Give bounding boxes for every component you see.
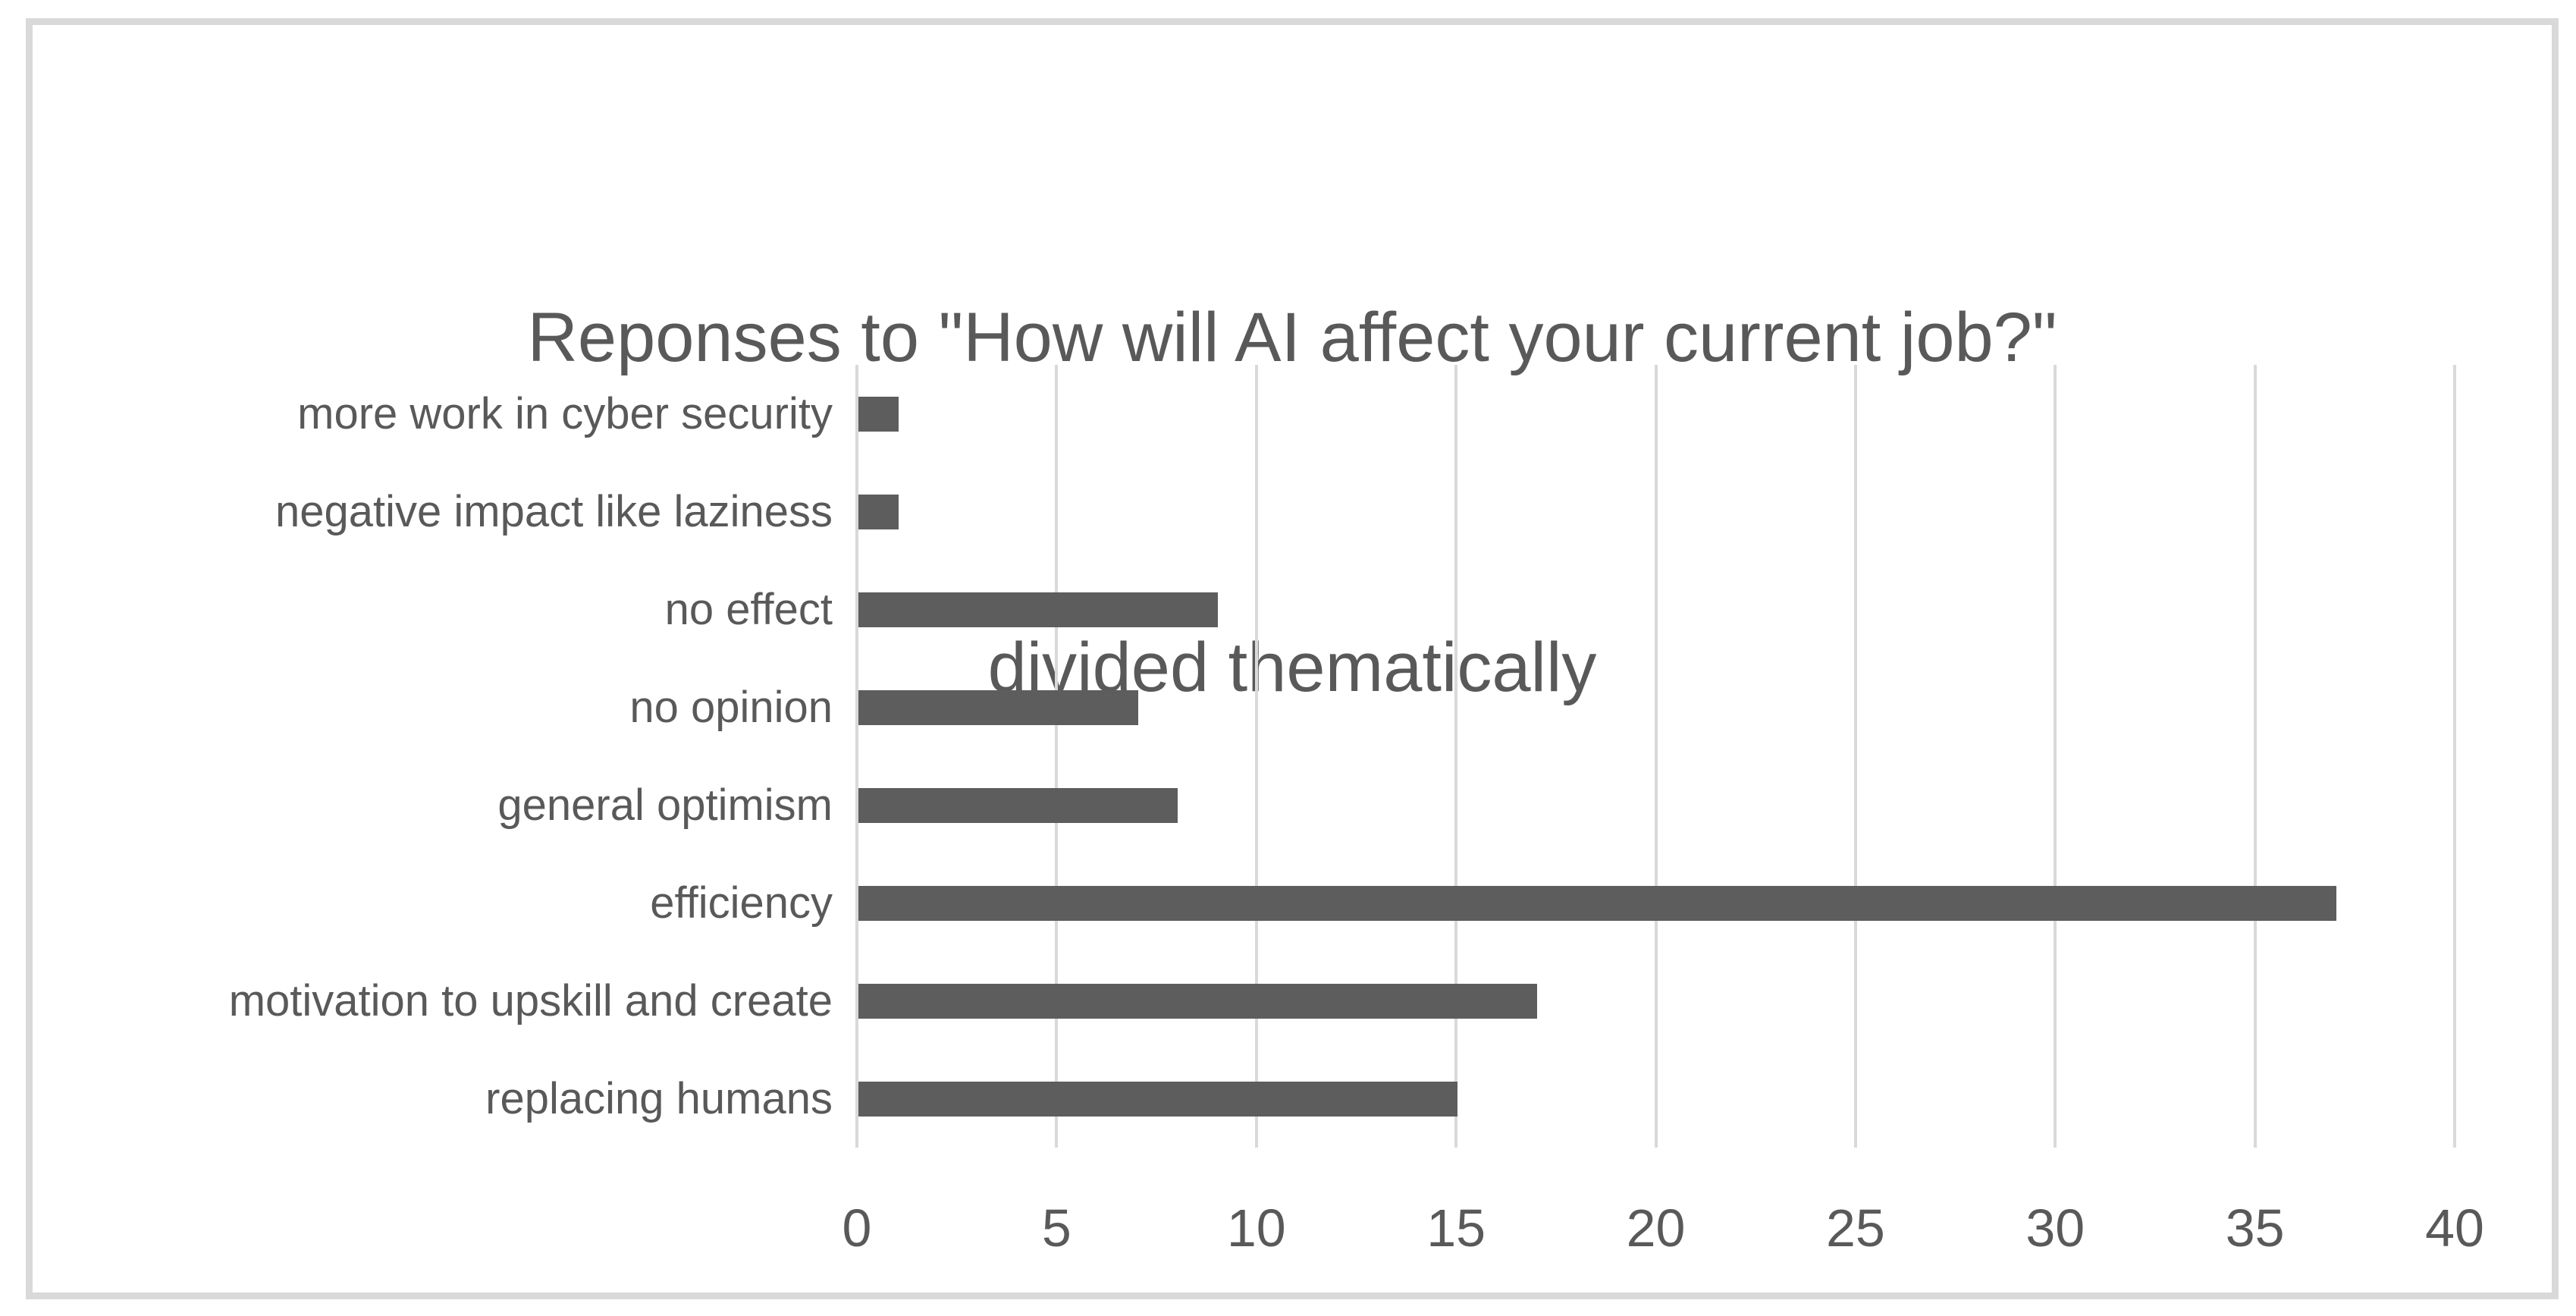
category-label: no opinion <box>629 683 833 732</box>
chart-title-line1: Reponses to "How will AI affect your cur… <box>527 299 2057 376</box>
chart-frame: Reponses to "How will AI affect your cur… <box>26 18 2559 1299</box>
bar-motivation-to-upskill-and-create <box>858 983 1538 1019</box>
category-axis: more work in cyber security negative impa… <box>33 365 833 1148</box>
bar-no-opinion <box>858 689 1138 725</box>
gridline <box>1654 365 1658 1148</box>
x-tick-label: 15 <box>1426 1198 1486 1258</box>
category-label: replacing humans <box>485 1074 833 1123</box>
category-label: general optimism <box>497 780 833 830</box>
gridline <box>2253 365 2257 1148</box>
gridline <box>2054 365 2057 1148</box>
gridline <box>1853 365 1857 1148</box>
x-tick-label: 25 <box>1825 1198 1885 1258</box>
x-tick-label: 30 <box>2025 1198 2085 1258</box>
gridline <box>2453 365 2456 1148</box>
category-label: motivation to upskill and create <box>228 976 833 1025</box>
x-tick-label: 40 <box>2425 1198 2484 1258</box>
bar-more-work-in-cyber-security <box>858 396 899 432</box>
x-axis: 0 5 10 15 20 25 30 35 40 <box>842 1198 2484 1258</box>
x-tick-label: 10 <box>1226 1198 1286 1258</box>
category-label: negative impact like laziness <box>275 487 833 536</box>
bar-replacing-humans <box>858 1081 1458 1117</box>
bar-efficiency <box>858 885 2336 921</box>
gridline <box>1055 365 1059 1148</box>
category-label: efficiency <box>650 878 833 928</box>
gridline <box>1254 365 1258 1148</box>
gridline <box>855 365 858 1148</box>
plot-area <box>855 365 2456 1148</box>
bar-negative-impact-like-laziness <box>858 494 899 529</box>
gridline <box>1454 365 1458 1148</box>
bar-general-optimism <box>858 787 1178 823</box>
category-label: more work in cyber security <box>297 389 833 438</box>
x-tick-label: 20 <box>1626 1198 1686 1258</box>
x-tick-label: 0 <box>842 1198 872 1258</box>
category-label: no effect <box>664 585 833 634</box>
x-tick-label: 5 <box>1041 1198 1072 1258</box>
bar-no-effect <box>858 592 1219 627</box>
x-tick-label: 35 <box>2225 1198 2285 1258</box>
